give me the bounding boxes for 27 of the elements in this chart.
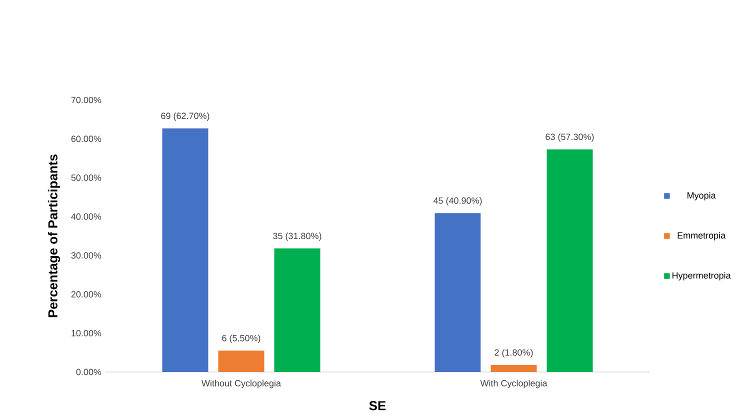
y-tick-label: 40.00% [71, 213, 102, 220]
bar [218, 350, 264, 372]
y-tick-label: 0.00% [76, 368, 102, 376]
legend-label: Emmetropia [678, 232, 726, 240]
legend-label: Hypermetropia [672, 272, 731, 280]
y-tick-label: 30.00% [71, 252, 102, 259]
bar [546, 149, 593, 372]
y-tick-label: 70.00% [71, 96, 102, 104]
legend-label: Myopia [688, 192, 716, 200]
y-tick-label: 20.00% [71, 291, 102, 298]
y-tick-label: 10.00% [72, 330, 102, 336]
y-tick-label: 50.00% [71, 174, 102, 181]
data-label: 63 (57.30%) [546, 133, 594, 142]
bar [490, 365, 537, 372]
x-tick-label: With Cycloplegia [480, 380, 548, 388]
x-tick-label: Without Cycloplegia [202, 380, 281, 388]
data-label: 6 (5.50%) [222, 334, 260, 344]
y-axis-title: Percentage of Participants [48, 154, 60, 318]
bar [434, 213, 481, 372]
data-label: 45 (40.90%) [433, 197, 482, 206]
x-axis-title: SE [369, 401, 386, 410]
bar [162, 128, 208, 372]
bar [274, 248, 320, 372]
y-tick-label: 60.00% [71, 136, 102, 142]
data-label: 35 (31.80%) [273, 232, 322, 241]
data-label: 69 (62.70%) [161, 112, 210, 121]
data-label: 2 (1.80%) [494, 349, 533, 358]
